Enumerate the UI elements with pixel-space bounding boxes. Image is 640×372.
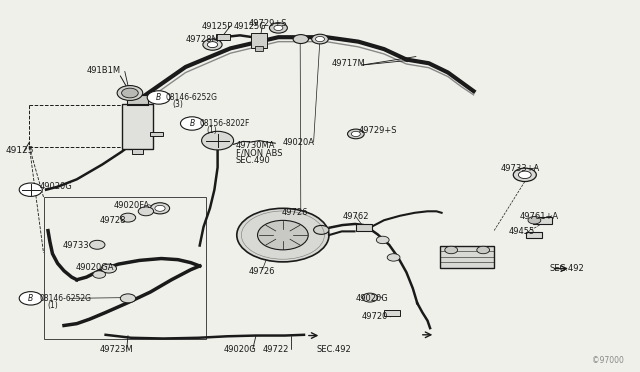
Text: 49728: 49728 [99,216,125,225]
Text: SEC.492: SEC.492 [549,264,584,273]
Text: 49761+A: 49761+A [520,212,559,221]
Circle shape [445,246,458,254]
Text: ©97000: ©97000 [592,356,624,365]
Text: 49020FA: 49020FA [114,201,150,210]
Text: 49730MA: 49730MA [236,141,275,150]
Circle shape [180,117,204,130]
Circle shape [150,203,170,214]
Bar [132,148,143,154]
Text: 49733+A: 49733+A [500,164,540,173]
Text: 49722: 49722 [262,345,289,354]
Text: 49728M: 49728M [186,35,220,44]
Text: B: B [189,119,195,128]
Text: 49020GA: 49020GA [76,263,114,272]
Circle shape [293,35,308,44]
Text: 49726: 49726 [282,208,308,217]
Text: (1): (1) [47,301,58,310]
Text: 49733: 49733 [63,241,90,250]
Bar [150,132,163,136]
Circle shape [203,39,222,50]
Circle shape [316,36,324,42]
Circle shape [93,271,106,278]
Text: 49726: 49726 [248,267,275,276]
Text: (1): (1) [206,126,217,135]
Circle shape [518,171,531,179]
Circle shape [237,208,329,262]
Text: 49125: 49125 [5,146,34,155]
Circle shape [147,91,170,104]
Circle shape [138,207,154,216]
Text: 49720: 49720 [362,312,388,321]
Circle shape [117,86,143,100]
Circle shape [122,88,138,98]
Circle shape [207,42,218,48]
Text: 491B1M: 491B1M [86,66,120,75]
Text: 49455: 49455 [509,227,535,236]
Text: 49020G: 49020G [224,345,257,354]
Circle shape [376,236,389,244]
Circle shape [274,25,283,31]
Text: SEC.490: SEC.490 [236,156,270,165]
Circle shape [351,131,360,137]
Text: 08146-6252G: 08146-6252G [40,294,92,303]
Bar [216,34,230,40]
Circle shape [120,213,136,222]
Text: SEC.492: SEC.492 [317,345,351,354]
Text: 08146-6252G: 08146-6252G [165,93,217,102]
Circle shape [387,254,400,261]
Text: 49125G: 49125G [234,22,266,31]
Text: 49125P: 49125P [202,22,233,31]
Bar [44,197,206,339]
Circle shape [90,240,105,249]
Text: F/NON ABS: F/NON ABS [236,149,282,158]
Text: 49762: 49762 [342,212,369,221]
Circle shape [314,225,329,234]
Circle shape [101,264,116,273]
Text: 49729+S: 49729+S [248,19,287,28]
Circle shape [155,205,165,211]
Text: B: B [28,294,33,303]
Text: 08156-8202F: 08156-8202F [200,119,250,128]
Text: 49020G: 49020G [40,182,72,191]
Bar [252,33,268,48]
Circle shape [19,292,42,305]
Bar [384,310,399,316]
Bar [440,246,494,268]
Circle shape [477,246,490,254]
Text: 49020A: 49020A [283,138,315,147]
Bar [356,224,371,231]
Text: 49717M: 49717M [332,60,365,68]
Circle shape [19,183,42,196]
Bar [255,45,263,51]
Bar [533,217,552,224]
Circle shape [202,131,234,150]
Circle shape [362,293,378,302]
Circle shape [269,23,287,33]
Circle shape [348,129,364,139]
Circle shape [312,34,328,44]
Bar [127,95,148,104]
Bar [526,232,543,238]
Text: B: B [156,93,161,102]
Circle shape [257,220,308,250]
Circle shape [120,294,136,303]
Text: 49729+S: 49729+S [358,126,397,135]
Bar [122,104,153,149]
Text: 49020G: 49020G [355,294,388,303]
Text: 49723M: 49723M [99,345,133,354]
Circle shape [528,217,541,224]
Text: (3): (3) [173,100,184,109]
Circle shape [513,168,536,182]
